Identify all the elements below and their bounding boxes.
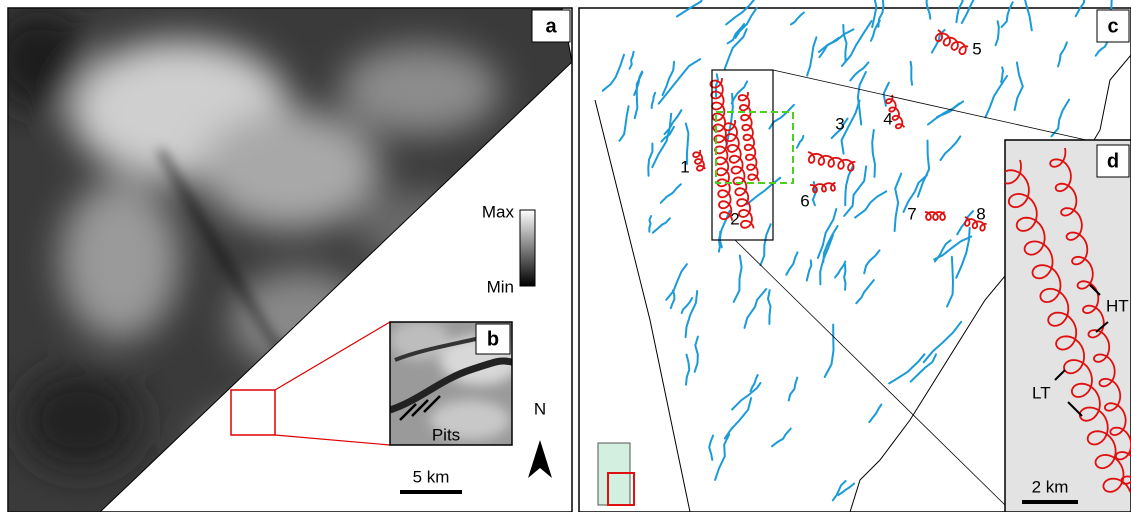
panel-label: a xyxy=(545,15,557,37)
feature-number: 5 xyxy=(972,39,981,58)
channel xyxy=(911,62,913,85)
feature-number: 8 xyxy=(976,204,985,223)
pits-label: Pits xyxy=(432,425,460,444)
panel-b: b Pits xyxy=(390,320,520,445)
north-label: N xyxy=(534,399,546,418)
ht-label: HT xyxy=(1106,296,1129,315)
figure: a Max Min 5 km N b Pits xyxy=(0,0,1131,512)
feature-number: 6 xyxy=(800,191,809,210)
panel-label: c xyxy=(1107,15,1118,37)
feature-number: 4 xyxy=(883,109,892,128)
panel-d: d HT LT 2 km xyxy=(1001,140,1131,512)
scale-bar-label: 5 km xyxy=(413,467,450,486)
lt-label: LT xyxy=(1032,383,1051,402)
feature-number: 2 xyxy=(730,209,739,228)
feature-number: 7 xyxy=(907,204,916,223)
feature-number: 3 xyxy=(835,114,844,133)
panel-label: d xyxy=(1107,150,1119,172)
scale-bar-label: 2 km xyxy=(1032,477,1069,496)
panel-label: b xyxy=(487,328,499,350)
colorbar-max: Max xyxy=(482,202,515,221)
feature-number: 1 xyxy=(680,157,689,176)
colorbar-min: Min xyxy=(487,277,514,296)
colorbar xyxy=(520,210,535,286)
